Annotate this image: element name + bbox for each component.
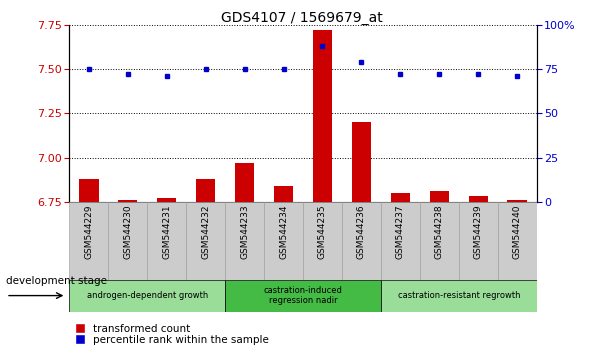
Bar [225,280,381,312]
Bar [157,198,177,202]
Bar [381,202,420,280]
Bar [264,202,303,280]
Bar [147,202,186,280]
Text: castration-resistant regrowth: castration-resistant regrowth [397,291,520,300]
Text: GDS4107 / 1569679_at: GDS4107 / 1569679_at [221,11,382,25]
Text: GSM544233: GSM544233 [240,204,249,259]
Text: castration-induced
regression nadir: castration-induced regression nadir [264,286,343,305]
Legend: transformed count, percentile rank within the sample: transformed count, percentile rank withi… [75,324,269,345]
Text: GSM544231: GSM544231 [162,204,171,259]
Text: GSM544234: GSM544234 [279,204,288,259]
Bar [420,202,459,280]
Bar [459,202,497,280]
Bar [352,122,371,202]
Text: GSM544240: GSM544240 [513,204,522,259]
Text: GSM544235: GSM544235 [318,204,327,259]
Text: androgen-dependent growth: androgen-dependent growth [87,291,208,300]
Bar [118,200,137,202]
Bar [69,280,225,312]
Bar [69,202,109,280]
Bar [391,193,410,202]
Bar [313,30,332,202]
Text: GSM544239: GSM544239 [474,204,483,259]
Text: GSM544232: GSM544232 [201,204,210,259]
Text: GSM544236: GSM544236 [357,204,366,259]
Bar [303,202,342,280]
Bar [381,280,537,312]
Bar [235,163,254,202]
Bar [469,196,488,202]
Bar [429,191,449,202]
Bar [497,202,537,280]
Bar [274,186,293,202]
Bar [109,202,147,280]
Bar [508,200,527,202]
Bar [196,179,215,202]
Text: GSM544229: GSM544229 [84,204,93,259]
Bar [79,179,98,202]
Bar [186,202,225,280]
Bar [225,202,264,280]
Text: development stage: development stage [6,276,107,286]
Bar [342,202,381,280]
Text: GSM544238: GSM544238 [435,204,444,259]
Text: GSM544237: GSM544237 [396,204,405,259]
Text: GSM544230: GSM544230 [123,204,132,259]
